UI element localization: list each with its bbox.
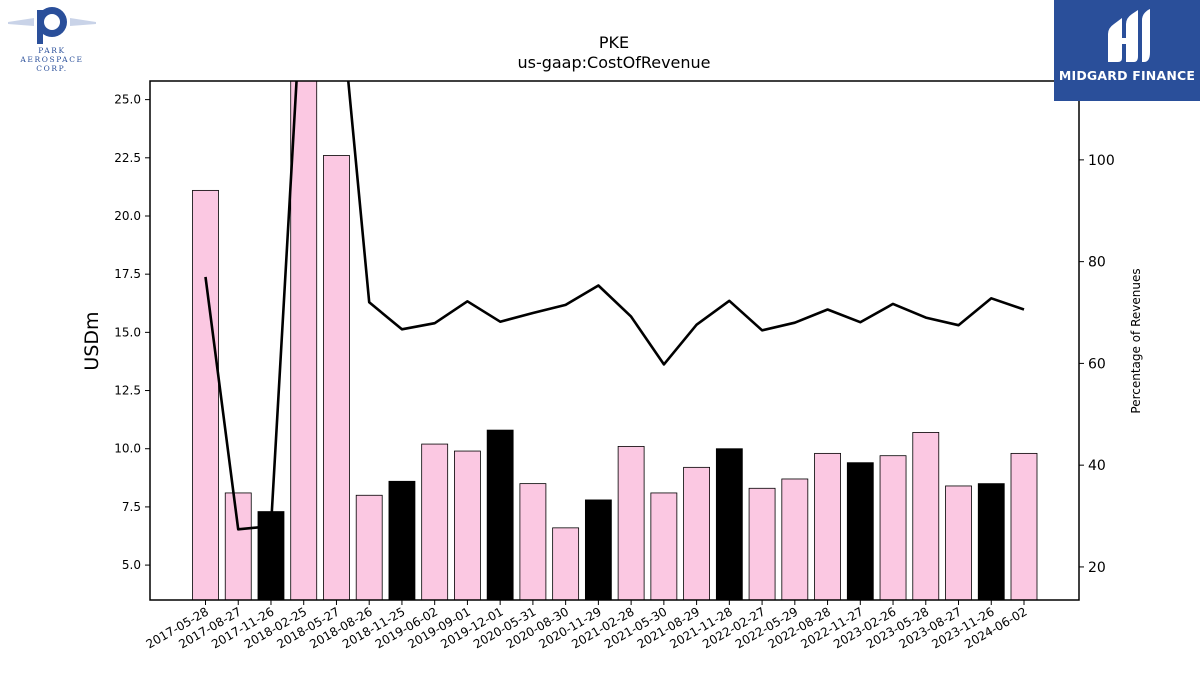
midgard-brand-text: MIDGARD FINANCE	[1058, 68, 1196, 83]
bar-2020-11-29	[584, 499, 612, 600]
bar-2022-05-29	[781, 478, 809, 600]
bar-2021-05-30	[650, 492, 678, 600]
bar-2023-11-26	[977, 483, 1005, 600]
bar-2024-06-02	[1010, 452, 1038, 600]
bar-2018-08-26	[355, 494, 383, 600]
park-aerospace-emblem-icon	[8, 7, 96, 44]
chart-subtitle: us-gaap:CostOfRevenue	[517, 53, 710, 72]
midgard-finance-logo: MIDGARD FINANCE	[1054, 0, 1200, 101]
bar-2017-05-28	[192, 189, 219, 600]
logo-line-1: PARK	[38, 46, 66, 55]
bar-2018-11-25	[388, 480, 416, 600]
bar-2019-06-02	[421, 443, 449, 600]
bar-2020-05-31	[519, 483, 547, 600]
y-tick-label: 20.0	[114, 209, 141, 223]
bar-2022-11-27	[846, 462, 874, 600]
plot-frame	[149, 80, 1080, 601]
y2-tick-label: 80	[1088, 255, 1106, 271]
bar-2019-09-01	[454, 450, 481, 600]
bars-layer	[192, 81, 1038, 600]
y-tick-label: 22.5	[114, 151, 141, 165]
bar-2022-02-27	[748, 487, 776, 600]
y-tick-label: 12.5	[114, 384, 141, 398]
bar-2023-02-26	[879, 455, 907, 600]
y2-tick-label: 40	[1088, 458, 1106, 474]
y2-tick-label: 60	[1088, 356, 1106, 372]
y-tick-label: 7.5	[122, 500, 141, 514]
bar-2019-12-01	[486, 429, 514, 600]
bar-2023-08-27	[945, 485, 972, 600]
y-tick-label: 15.0	[114, 325, 141, 339]
bar-2018-05-27	[323, 155, 350, 600]
y2-tick-label: 20	[1088, 560, 1106, 576]
y-tick-label: 17.5	[114, 267, 141, 281]
bar-2022-08-28	[814, 452, 841, 600]
x-axis: 2017-05-282017-08-272017-11-262018-02-25…	[144, 600, 1030, 651]
bar-2023-05-28	[912, 432, 940, 600]
y2-axis-label: Percentage of Revenues	[1129, 268, 1143, 413]
bar-2021-08-29	[683, 466, 710, 600]
y2-tick-label: 100	[1088, 153, 1115, 169]
line-layer	[204, 81, 1025, 531]
left-axis: 5.0 7.5 10.0 12.5 15.0 17.5 20.0 22.5 25.0	[114, 93, 150, 572]
chart-title: PKE	[599, 33, 629, 52]
bar-2020-08-30	[552, 527, 580, 600]
bar-2017-08-27	[224, 492, 252, 600]
y-axis-label: USDm	[81, 311, 103, 370]
logo-line-2: AEROSPACE	[20, 55, 84, 64]
park-aerospace-logo: PARK AEROSPACE CORP.	[4, 4, 100, 76]
bar-2021-02-28	[617, 445, 645, 600]
percentage-line	[204, 81, 1025, 531]
bar-2021-11-28	[715, 448, 743, 600]
y-tick-label: 25.0	[114, 93, 141, 107]
y-tick-label: 10.0	[114, 442, 141, 456]
logo-line-3: CORP.	[36, 64, 68, 73]
right-axis: 20 40 60 80 100	[1079, 153, 1115, 576]
bar-2018-02-25	[290, 81, 318, 600]
midgard-emblem-icon	[1108, 9, 1150, 62]
y-tick-label: 5.0	[122, 558, 141, 572]
